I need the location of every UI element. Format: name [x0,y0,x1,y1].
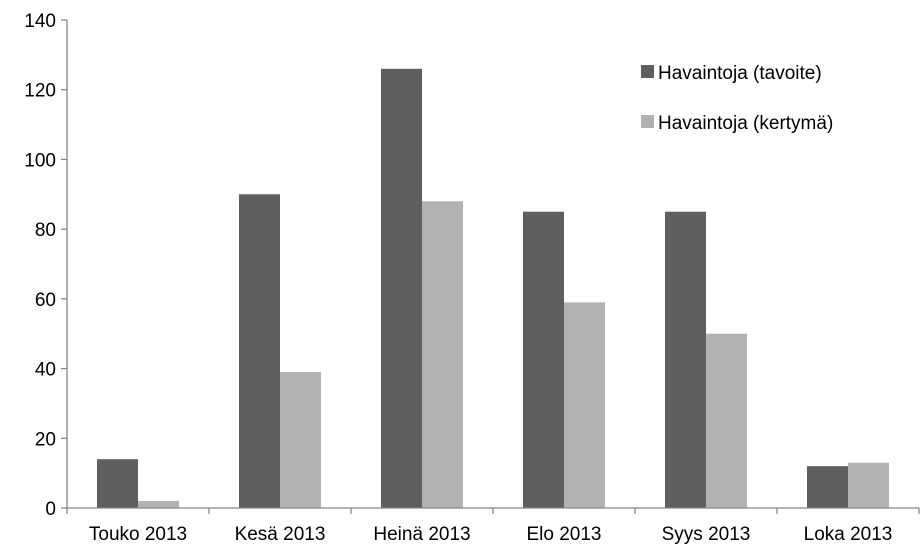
x-tick-label: Kesä 2013 [235,524,326,545]
x-tick-label: Elo 2013 [526,524,601,545]
y-tick-label: 120 [24,81,56,102]
bar-series-1-6 [807,466,848,508]
legend-label-2: Havaintoja (kertymä) [658,113,833,134]
y-tick-label: 60 [35,290,56,311]
legend-label-1: Havaintoja (tavoite) [658,63,822,84]
bar-series-1-3 [381,68,422,509]
bar-series-1-2 [239,194,280,509]
bar-series-1-1 [97,459,138,508]
plot-area [97,68,889,509]
x-tick-label: Touko 2013 [89,524,187,545]
y-tick-label: 0 [45,499,56,520]
legend-swatch-1 [641,65,654,78]
x-tick-label: Syys 2013 [662,524,751,545]
y-tick-label: 20 [35,429,56,450]
y-tick-label: 40 [35,360,56,381]
y-tick-label: 140 [24,11,56,32]
y-tick-label: 80 [35,220,56,241]
bar-series-1-4 [523,211,564,508]
legend: Havaintoja (tavoite) Havaintoja (kertymä) [641,63,833,134]
bar-series-1-5 [665,211,706,508]
bar-series-2-1 [138,501,179,508]
bar-series-2-4 [564,302,605,508]
y-tick-label: 100 [24,150,56,171]
bar-series-2-5 [706,333,747,508]
bar-series-2-6 [848,462,889,508]
bar-series-2-2 [280,372,321,508]
x-tick-label: Heinä 2013 [373,524,470,545]
y-axis: 0 20 40 60 80 100 120 140 [24,11,68,520]
x-tick-label: Loka 2013 [804,524,893,545]
legend-swatch-2 [641,115,654,128]
bar-series-2-3 [422,201,463,508]
x-axis: Touko 2013 Kesä 2013 Heinä 2013 Elo 2013 Syy… [66,507,920,545]
